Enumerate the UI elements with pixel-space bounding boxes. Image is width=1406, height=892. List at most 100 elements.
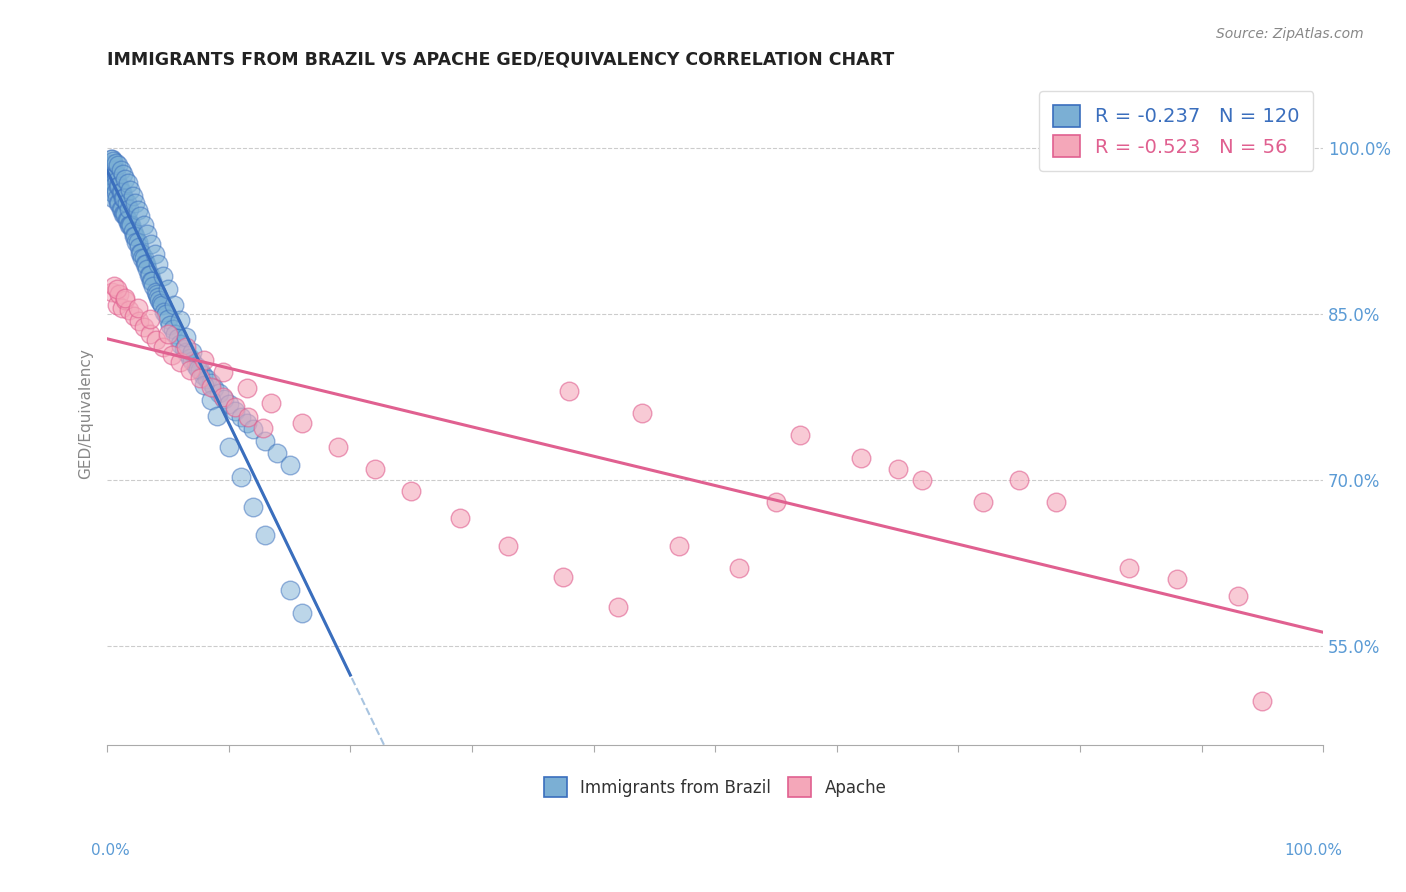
Point [103, 174, 125, 188]
Point [145, 333, 167, 347]
Point [149, 295, 172, 310]
Point [101, 152, 124, 166]
Point [98, 169, 121, 183]
Point [195, 372, 218, 386]
Point [139, 273, 162, 287]
Point [101, 185, 124, 199]
Point [108, 179, 131, 194]
Point [146, 286, 169, 301]
Point [105, 190, 128, 204]
Point [156, 282, 179, 296]
Point [668, 539, 690, 553]
Point [114, 171, 136, 186]
Point [229, 409, 252, 424]
Point [181, 354, 204, 368]
Point [104, 156, 127, 170]
Point [242, 500, 264, 515]
Point [218, 397, 240, 411]
Point [173, 342, 195, 356]
Point [166, 331, 188, 345]
Point [211, 390, 233, 404]
Point [138, 312, 160, 326]
Point [200, 380, 222, 394]
Point [112, 207, 135, 221]
Point [156, 312, 179, 326]
Point [148, 293, 170, 308]
Point [631, 406, 654, 420]
Point [399, 483, 422, 498]
Point [200, 376, 222, 391]
Point [224, 404, 246, 418]
Point [117, 176, 139, 190]
Point [1166, 572, 1188, 586]
Point [111, 202, 134, 216]
Point [229, 470, 252, 484]
Point [252, 420, 274, 434]
Point [174, 340, 197, 354]
Point [115, 212, 138, 227]
Point [188, 371, 211, 385]
Point [174, 345, 197, 359]
Point [103, 154, 125, 169]
Point [129, 245, 152, 260]
Point [1251, 694, 1274, 708]
Point [117, 212, 139, 227]
Point [266, 446, 288, 460]
Point [1118, 561, 1140, 575]
Point [165, 326, 187, 341]
Point [122, 229, 145, 244]
Point [363, 461, 385, 475]
Point [174, 330, 197, 344]
Point [141, 273, 163, 287]
Point [193, 377, 215, 392]
Point [236, 381, 259, 395]
Point [124, 229, 146, 244]
Point [449, 511, 471, 525]
Point [103, 162, 125, 177]
Point [115, 196, 138, 211]
Point [278, 583, 301, 598]
Point [111, 167, 134, 181]
Point [105, 174, 128, 188]
Point [184, 359, 207, 373]
Point [104, 169, 127, 183]
Point [110, 162, 132, 177]
Point [148, 257, 170, 271]
Point [152, 269, 174, 284]
Point [121, 218, 143, 232]
Point [181, 345, 204, 359]
Point [105, 282, 128, 296]
Point [218, 440, 240, 454]
Point [205, 409, 228, 423]
Text: 0.0%: 0.0% [91, 843, 131, 858]
Point [972, 495, 994, 509]
Point [1045, 495, 1067, 509]
Point [236, 417, 259, 431]
Point [765, 495, 787, 509]
Point [728, 561, 751, 575]
Point [160, 348, 183, 362]
Point [111, 301, 134, 316]
Point [498, 539, 520, 553]
Point [179, 351, 201, 365]
Point [118, 202, 141, 216]
Point [153, 304, 176, 318]
Point [110, 185, 132, 199]
Point [128, 314, 150, 328]
Point [328, 440, 350, 454]
Point [136, 262, 159, 277]
Point [111, 207, 134, 221]
Point [886, 461, 908, 475]
Point [162, 322, 184, 336]
Point [114, 207, 136, 221]
Point [1008, 473, 1031, 487]
Point [103, 179, 125, 194]
Point [100, 152, 122, 166]
Point [105, 298, 128, 312]
Point [128, 240, 150, 254]
Point [108, 196, 131, 211]
Point [134, 257, 156, 271]
Point [143, 247, 166, 261]
Point [200, 392, 222, 407]
Point [120, 183, 142, 197]
